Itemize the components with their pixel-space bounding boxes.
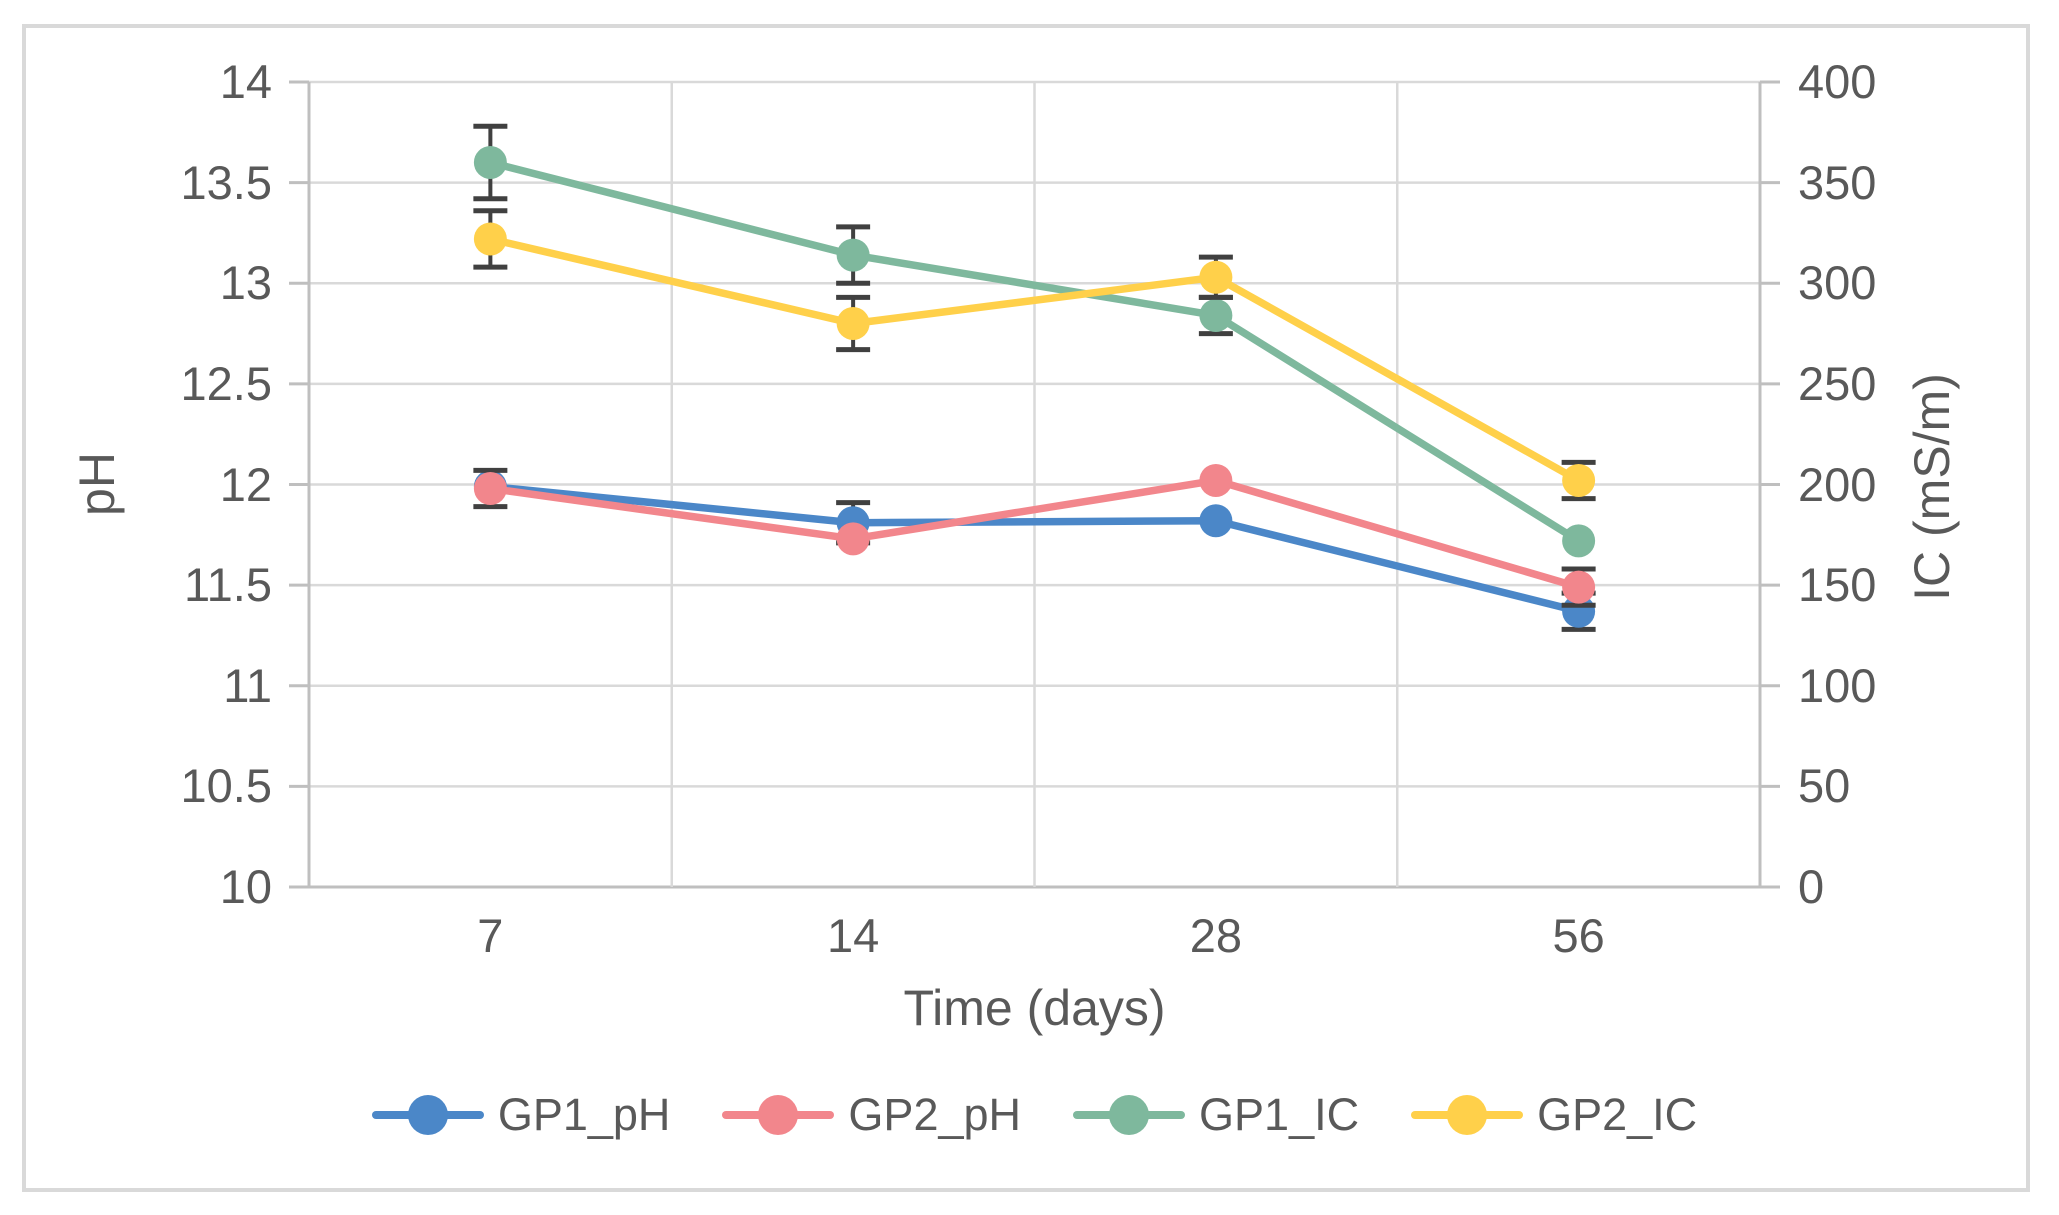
right-axis-tick-label: 200 [1798, 457, 1877, 511]
left-axis-tick-label: 14 [219, 55, 272, 108]
legend-label: GP1_pH [497, 1089, 671, 1140]
data-point-marker-GP1_pH [1199, 504, 1233, 538]
series-line-GP2_IC [486, 235, 1583, 485]
data-point-marker-GP1_IC [1199, 298, 1233, 332]
legend-line-marker-icon [1073, 1095, 1186, 1135]
right-axis-title: IC (mS/m) [1904, 373, 1960, 601]
x-axis-tick-label: 14 [826, 909, 880, 962]
legend-label: GP2_IC [1537, 1089, 1698, 1140]
legend-dot-icon [1109, 1095, 1150, 1135]
right-axis-tick-label: 150 [1798, 558, 1877, 612]
legend: GP1_pH GP2_pH GP1_IC GP2_IC [309, 1080, 1760, 1150]
left-axis-tick-label: 11.5 [184, 558, 272, 612]
series-line-GP1_IC [486, 158, 1583, 545]
data-point-marker-GP2_IC [1562, 463, 1596, 497]
data-point-marker-GP2_IC [473, 222, 507, 256]
right-axis-tick-label: 100 [1798, 658, 1877, 712]
legend-dot-icon [407, 1095, 448, 1135]
x-axis-title: Time (days) [903, 980, 1166, 1036]
data-point-marker-GP1_IC [836, 238, 870, 272]
legend-dot-icon [758, 1095, 799, 1135]
legend-line-marker-icon [1411, 1095, 1524, 1135]
legend-dot-icon [1447, 1095, 1488, 1135]
data-point-marker-GP2_IC [1199, 260, 1233, 294]
data-point-marker-GP2_pH [1199, 463, 1233, 497]
legend-label: GP1_IC [1199, 1089, 1360, 1140]
x-axis-tick-label: 7 [477, 909, 504, 962]
data-point-marker-GP2_pH [836, 522, 870, 556]
series-line-GP2_pH [486, 476, 1583, 591]
left-axis-tick-label: 10.5 [180, 759, 272, 813]
legend-item-GP1_IC: GP1_IC [1073, 1089, 1359, 1141]
legend-line-marker-icon [722, 1095, 835, 1135]
right-axis-tick-label: 0 [1798, 860, 1825, 913]
data-point-marker-GP1_IC [1562, 524, 1596, 558]
right-axis-tick-label: 400 [1798, 55, 1877, 108]
right-axis-tick-label: 50 [1798, 759, 1851, 813]
series-line-GP1_pH [486, 482, 1583, 616]
chart-border-frame [22, 24, 2030, 1192]
left-axis-title: pH [69, 452, 125, 516]
right-axis-tick-label: 350 [1798, 155, 1877, 209]
legend-label: GP2_pH [848, 1089, 1022, 1140]
legend-item-GP2_IC: GP2_IC [1411, 1089, 1697, 1141]
left-axis-tick-label: 13 [219, 256, 272, 310]
legend-item-GP2_pH: GP2_pH [722, 1089, 1021, 1141]
legend-line-marker-icon [371, 1095, 484, 1135]
data-point-marker-GP2_pH [1562, 570, 1596, 604]
right-axis-tick-label: 250 [1798, 356, 1877, 410]
data-point-marker-GP2_IC [836, 307, 870, 340]
legend-item-GP1_pH: GP1_pH [371, 1089, 671, 1141]
x-axis-tick-label: 56 [1552, 909, 1605, 962]
data-point-marker-GP1_IC [473, 146, 507, 179]
left-axis-tick-label: 13.5 [180, 155, 272, 209]
left-axis-tick-label: 12 [219, 457, 272, 511]
data-point-marker-GP2_pH [473, 472, 507, 506]
left-axis-tick-label: 11 [223, 658, 272, 712]
right-axis-tick-label: 300 [1798, 256, 1877, 310]
x-axis-tick-label: 28 [1189, 909, 1243, 962]
left-axis-tick-label: 10 [219, 860, 272, 913]
left-axis-tick-label: 12.5 [180, 356, 272, 410]
